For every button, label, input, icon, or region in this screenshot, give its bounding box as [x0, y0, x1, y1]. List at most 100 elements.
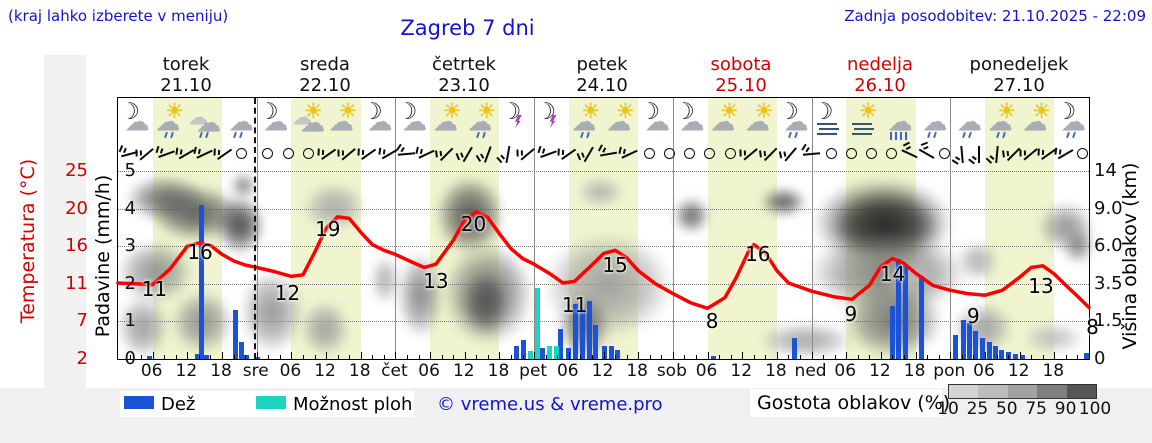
shower-legend-swatch — [256, 396, 286, 409]
barb-shaft — [919, 148, 935, 159]
barb-shaft — [978, 146, 980, 163]
day-separator — [811, 98, 813, 359]
day-header-petek: petek 24.10 — [576, 54, 628, 96]
rain-bar — [558, 328, 564, 359]
last-update-text: Zadnja posodobitev: 21.10.2025 - 22:09 — [844, 7, 1146, 25]
barb-rotor — [935, 144, 955, 164]
rain-bar — [239, 342, 245, 359]
temp-axis-tick: 25 — [65, 160, 88, 181]
rain-legend-label: Dež — [161, 394, 196, 415]
calm-circle — [825, 148, 837, 159]
barb-tick — [576, 153, 581, 161]
x-minor-tick — [1054, 352, 1056, 359]
calm-wind-icon — [935, 144, 955, 164]
x-minor-tick — [511, 355, 513, 359]
cloud-height-axis-tick: 9.0 — [1094, 197, 1123, 219]
x-axis-label: 12 — [175, 361, 198, 381]
sun-glyph: ☀ — [581, 99, 600, 123]
temp-axis-tick: 11 — [65, 272, 88, 294]
x-minor-tick — [857, 355, 859, 359]
x-minor-tick — [938, 355, 940, 359]
weather-icon-moon-cloud: ☽ ☁ — [396, 101, 430, 143]
weather-icon-moon-cloud: ☽ ☁ — [361, 101, 395, 143]
weather-icon-sun-cloud: ☀ ☁ — [326, 101, 360, 143]
rain-bar — [243, 355, 249, 359]
barb-tick — [197, 148, 201, 154]
barb-rotor — [862, 144, 882, 164]
rainbar — [895, 132, 898, 140]
x-minor-tick — [984, 352, 986, 359]
barb-tick — [1023, 150, 1026, 156]
day-separator — [672, 98, 674, 359]
rain-bar — [1020, 355, 1026, 359]
temperature-value-label: 15 — [602, 253, 628, 277]
shower-bar — [553, 345, 559, 359]
barb-tick — [357, 148, 360, 156]
barb-tick — [779, 151, 783, 159]
moon-glyph: ☽ — [535, 99, 557, 125]
gradient-tick-label: 25 — [966, 399, 989, 419]
day-separator — [395, 98, 397, 359]
x-minor-tick — [695, 355, 697, 359]
precip-axis-tick: 4 — [124, 197, 136, 219]
x-minor-tick — [892, 355, 894, 359]
barb-tick — [804, 146, 810, 152]
temperature-value-label: 19 — [315, 217, 341, 242]
x-minor-tick — [1019, 352, 1021, 359]
cloud-glyph: ☁ — [300, 109, 325, 137]
sun-glyph: ☀ — [442, 99, 462, 123]
cloud-glyph: ☁ — [1022, 108, 1047, 136]
x-minor-tick — [233, 355, 235, 359]
day-header-sobota: sobota 25.10 — [710, 54, 772, 96]
barb-rotor — [660, 144, 680, 164]
cloud-density-blob — [118, 296, 168, 358]
calm-circle — [282, 148, 294, 159]
barb-tick — [139, 150, 142, 156]
cloud-density-blob — [241, 271, 303, 353]
gridline — [118, 208, 1089, 210]
x-minor-tick — [626, 355, 628, 359]
x-minor-tick — [522, 355, 524, 359]
rain-bar — [593, 325, 599, 359]
barb-rotor — [1073, 144, 1093, 164]
x-minor-tick — [441, 355, 443, 359]
barb-tick — [341, 150, 344, 156]
x-minor-tick — [418, 355, 420, 359]
barb-shaft — [583, 146, 594, 163]
rainbar — [900, 132, 903, 140]
weather-icon-moon-storm: ☽ — [500, 101, 534, 143]
moon-glyph: ☽ — [778, 99, 799, 125]
moon-glyph: ☽ — [362, 99, 383, 125]
x-minor-tick — [256, 352, 258, 359]
x-minor-tick — [453, 355, 455, 359]
barb-tick — [971, 155, 977, 161]
x-minor-tick — [222, 352, 224, 359]
cloud-glyph: ☁ — [745, 108, 770, 136]
x-minor-tick — [268, 355, 270, 359]
barb-shaft — [505, 145, 511, 163]
cloud-density-blob — [231, 173, 256, 198]
barb-tick — [118, 145, 123, 153]
barb-tick — [541, 147, 545, 154]
calm-circle — [866, 148, 878, 159]
day-separator — [534, 98, 536, 359]
x-minor-tick — [834, 355, 836, 359]
weather-icon-sun-fog: ☀ — [847, 101, 881, 143]
page-title: Zagreb 7 dni — [400, 16, 535, 40]
moon-glyph: ☽ — [639, 99, 661, 125]
barb-tick — [193, 146, 197, 154]
barb-rotor — [232, 144, 252, 164]
gradient-segment — [1066, 385, 1096, 398]
temperature-value-label: 11 — [561, 292, 588, 317]
copyright-link[interactable]: © vreme.us & vreme.pro — [437, 394, 663, 415]
barb-tick — [783, 151, 786, 157]
barb-tick — [135, 149, 138, 157]
barb-tick — [1006, 150, 1009, 156]
sun-glyph: ☀ — [338, 99, 358, 123]
cloud-glyph: ☁ — [645, 108, 670, 136]
fogline — [818, 128, 839, 130]
calm-circle — [643, 148, 655, 159]
cloud-density-blob — [371, 256, 399, 304]
moon-glyph: ☽ — [396, 99, 418, 125]
